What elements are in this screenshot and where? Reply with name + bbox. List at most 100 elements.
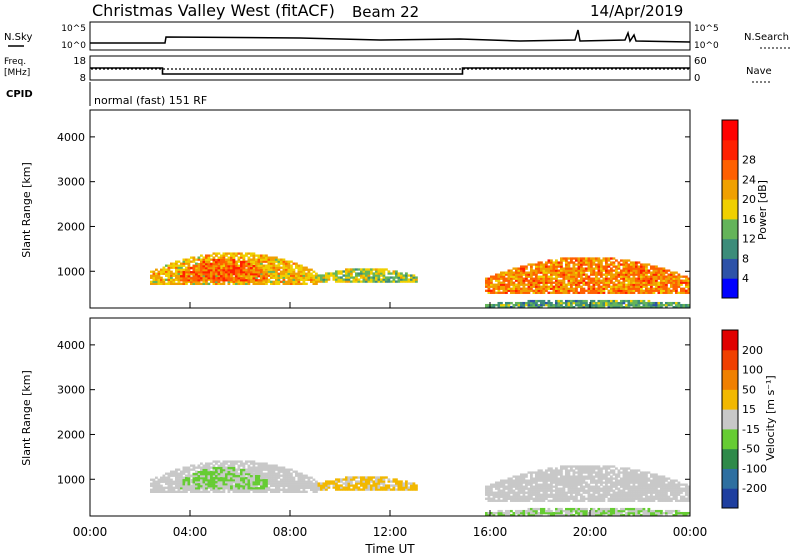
power-cell — [215, 274, 218, 277]
power-cell — [572, 267, 576, 270]
power-cell — [220, 262, 223, 266]
power-cell — [502, 281, 506, 284]
power-cell — [640, 277, 643, 280]
power-cell — [552, 303, 556, 307]
velocity-cell — [252, 490, 256, 494]
velocity-cell — [360, 476, 363, 479]
power-cell — [237, 258, 241, 261]
velocity-cell — [655, 489, 658, 492]
power-cell — [547, 301, 551, 305]
velocity-cell — [510, 489, 513, 492]
velocity-cell — [382, 486, 386, 489]
velocity-cell — [522, 499, 526, 502]
power-cell — [672, 273, 676, 276]
velocity-cell — [277, 490, 281, 494]
velocity-cell — [660, 483, 663, 486]
power-cell — [517, 273, 521, 276]
power-cell — [390, 272, 393, 275]
power-cell — [642, 263, 646, 266]
velocity-cell — [320, 486, 323, 489]
velocity-cell — [665, 483, 668, 486]
velocity-cell — [525, 481, 528, 484]
power-cell — [637, 277, 641, 280]
velocity-cell — [300, 476, 303, 479]
velocity-cell — [650, 487, 653, 490]
power-cell — [572, 305, 576, 309]
power-cell — [280, 272, 283, 275]
power-cell — [275, 268, 278, 271]
velocity-cell — [227, 490, 231, 494]
velocity-cell — [592, 485, 596, 488]
power-cell — [202, 264, 206, 268]
velocity-cell — [640, 491, 643, 494]
power-cell — [165, 278, 168, 281]
velocity-cell — [205, 488, 208, 491]
velocity-cell — [627, 471, 631, 474]
velocity-cell — [552, 475, 556, 478]
velocity-cell — [242, 485, 246, 488]
velocity-cell — [250, 487, 253, 490]
power-cell — [575, 269, 578, 272]
velocity-cell — [305, 484, 308, 487]
velocity-cell — [572, 509, 576, 513]
velocity-cell — [415, 488, 418, 491]
power-cell — [677, 303, 681, 307]
velocity-cell — [665, 493, 668, 496]
power-cell — [642, 291, 646, 294]
velocity-cell — [207, 470, 211, 474]
velocity-cell — [205, 490, 208, 494]
power-cell — [185, 280, 188, 283]
velocity-cell — [172, 474, 176, 477]
velocity-cell — [610, 485, 613, 488]
velocity-cell — [245, 470, 248, 474]
power-cell — [547, 271, 551, 274]
power-cell — [265, 266, 268, 269]
power-cell — [485, 303, 488, 307]
power-cell — [292, 278, 296, 281]
power-cell — [250, 254, 253, 257]
power-cell — [487, 277, 491, 280]
velocity-cell — [487, 513, 491, 517]
power-cell — [247, 273, 251, 276]
velocity-cell — [630, 497, 633, 500]
velocity-cell — [285, 480, 288, 483]
power-cell — [222, 262, 226, 265]
power-cell — [602, 269, 606, 272]
power-cell — [650, 271, 653, 274]
velocity-cell — [520, 481, 523, 484]
velocity-cell — [577, 481, 581, 484]
colorbar-segment — [722, 139, 738, 161]
velocity-cell — [615, 499, 618, 502]
velocity-cell — [312, 482, 316, 485]
velocity-cell — [370, 480, 373, 483]
power-cell — [242, 258, 246, 261]
velocity-cell — [600, 467, 603, 470]
power-cell — [527, 299, 531, 303]
velocity-cell — [502, 483, 506, 486]
power-cell — [680, 279, 683, 282]
velocity-cell — [275, 472, 278, 475]
velocity-cell — [217, 490, 221, 494]
power-cell — [590, 301, 593, 305]
velocity-cell — [637, 495, 641, 498]
power-cell — [502, 303, 506, 307]
velocity-cell — [197, 485, 201, 488]
power-cell — [157, 276, 161, 279]
power-cell — [500, 285, 503, 288]
power-cell — [660, 273, 663, 276]
power-cell — [320, 274, 323, 277]
power-cell — [577, 271, 581, 274]
power-cell — [375, 276, 378, 279]
power-cell — [252, 264, 256, 268]
power-cell — [547, 259, 551, 262]
velocity-cell — [547, 467, 551, 470]
power-cell — [612, 299, 616, 303]
power-cell — [177, 280, 181, 283]
velocity-cell — [252, 464, 256, 467]
velocity-cell — [350, 488, 353, 491]
power-cell — [210, 258, 213, 261]
velocity-cell — [302, 484, 306, 487]
power-cell — [552, 281, 556, 284]
velocity-cell — [297, 488, 301, 491]
power-cell — [652, 305, 656, 309]
